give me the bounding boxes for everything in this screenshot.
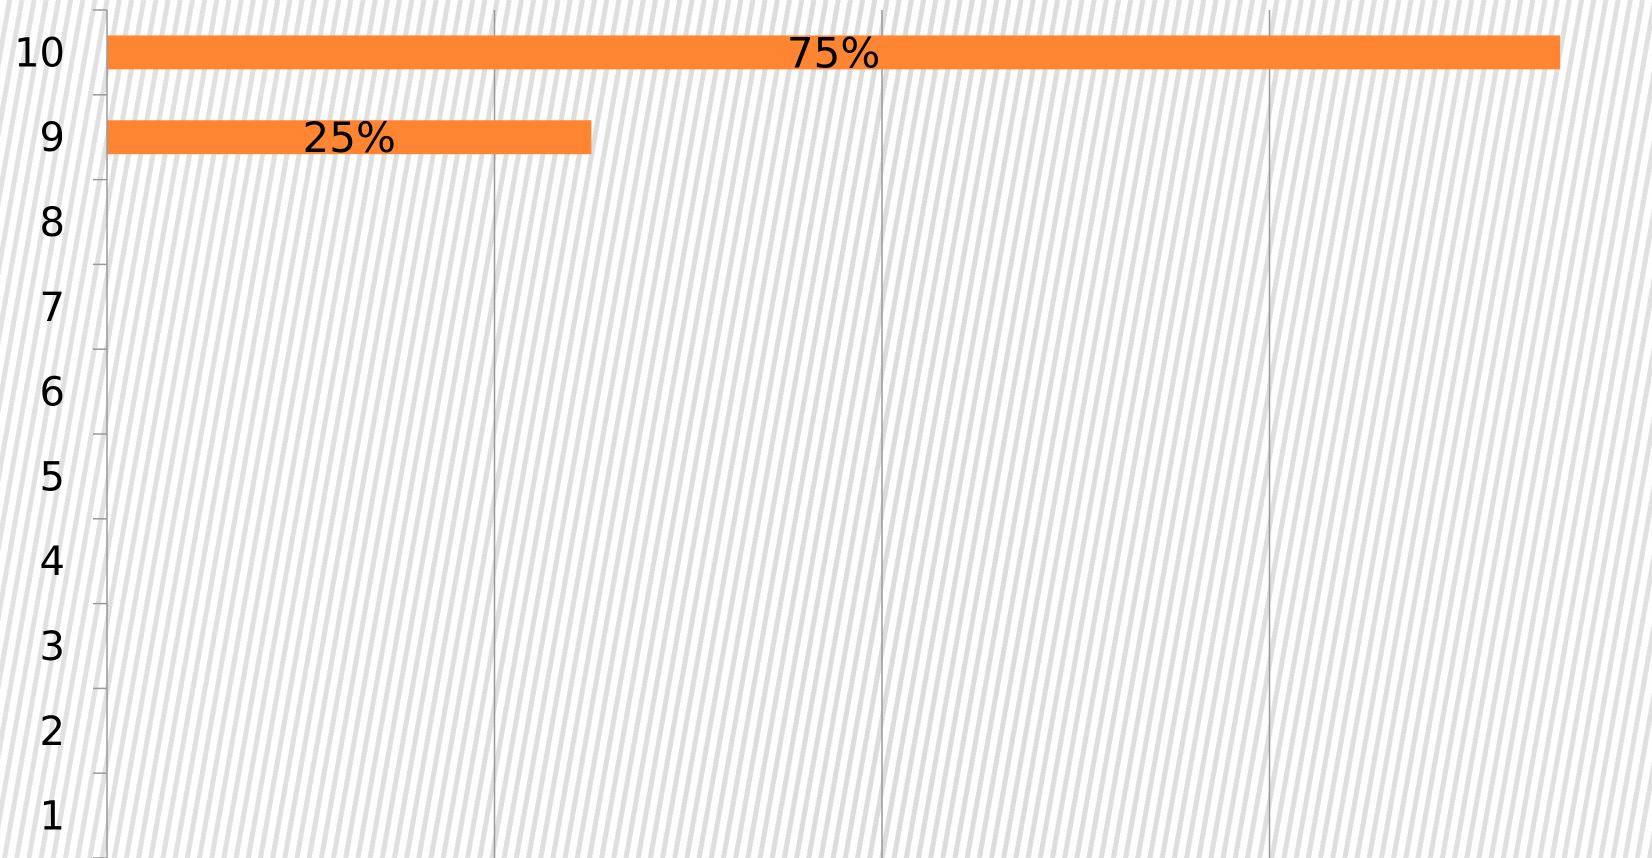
gridlines — [493, 10, 1271, 858]
y-tick-label: 4 — [40, 539, 65, 585]
bar-10 — [107, 35, 1561, 70]
y-tick-label: 5 — [40, 454, 65, 500]
y-tick-label: 9 — [40, 115, 65, 161]
y-tick-label: 1 — [40, 794, 65, 840]
y-tick-label: 6 — [40, 370, 65, 416]
y-tick-label: 7 — [40, 285, 65, 331]
y-tick-label: 2 — [40, 709, 65, 755]
y-axis: 1 2 3 4 5 6 7 8 9 10 — [14, 9, 108, 858]
y-tick-label: 3 — [40, 624, 65, 670]
bars — [107, 35, 1561, 155]
data-label-10: 75% — [787, 28, 880, 77]
bar-9 — [107, 120, 592, 155]
y-tick-label: 8 — [40, 200, 65, 246]
y-tick-label: 10 — [14, 30, 65, 76]
data-label-9: 25% — [303, 113, 396, 162]
data-labels: 25% 75% — [303, 28, 881, 162]
